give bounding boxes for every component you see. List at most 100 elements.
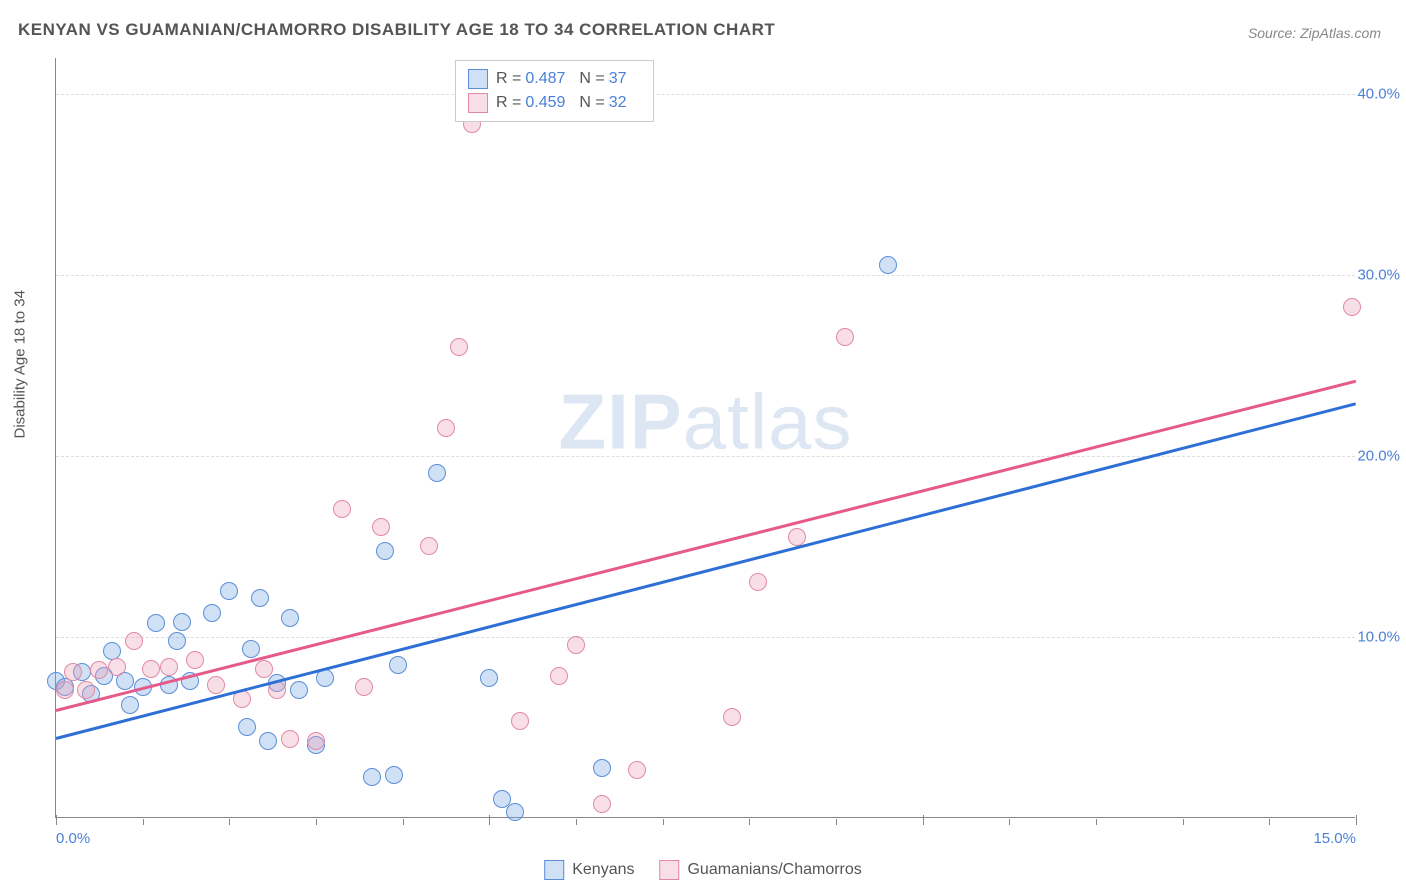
gridline [56,637,1355,638]
data-point [238,718,256,736]
gridline [56,275,1355,276]
x-tick-minor [576,819,577,825]
data-point [125,632,143,650]
data-point [203,604,221,622]
legend-stats-text: R =0.459N =32 [496,91,641,115]
data-point [550,667,568,685]
x-tick-minor [403,819,404,825]
chart-container: KENYAN VS GUAMANIAN/CHAMORRO DISABILITY … [0,0,1406,892]
x-tick-minor [663,819,664,825]
x-tick-minor [1269,819,1270,825]
data-point [511,712,529,730]
data-point [420,537,438,555]
data-point [121,696,139,714]
data-point [437,419,455,437]
plot-area: ZIPatlas 10.0%20.0%30.0%40.0%0.0%15.0% [55,58,1355,818]
data-point [1343,298,1361,316]
data-point [307,732,325,750]
legend-stats-row: R =0.459N =32 [468,91,641,115]
data-point [108,658,126,676]
y-tick-label: 30.0% [1357,267,1400,284]
data-point [363,768,381,786]
data-point [450,338,468,356]
data-point [788,528,806,546]
x-tick-minor [1183,819,1184,825]
legend-item: Guamanians/Chamorros [659,860,861,880]
x-tick-major [56,815,57,825]
x-tick-major [1356,815,1357,825]
legend-label: Kenyans [572,861,634,879]
watermark-bold: ZIP [558,378,682,466]
data-point [389,656,407,674]
legend-item: Kenyans [544,860,634,880]
source-label: Source: ZipAtlas.com [1248,25,1381,41]
data-point [142,660,160,678]
data-point [255,660,273,678]
data-point [593,795,611,813]
data-point [160,658,178,676]
data-point [506,803,524,821]
legend-swatch [468,69,488,89]
data-point [64,663,82,681]
data-point [628,761,646,779]
trend-line [56,380,1357,712]
y-tick-label: 20.0% [1357,448,1400,465]
data-point [428,464,446,482]
x-tick-major [489,815,490,825]
data-point [749,573,767,591]
x-tick-minor [836,819,837,825]
data-point [207,676,225,694]
data-point [593,759,611,777]
x-tick-minor [316,819,317,825]
legend-bottom: Kenyans Guamanians/Chamorros [544,860,862,880]
y-tick-label: 40.0% [1357,86,1400,103]
y-axis-label: Disability Age 18 to 34 [12,290,29,438]
data-point [186,651,204,669]
data-point [385,766,403,784]
data-point [259,732,277,750]
legend-swatch [468,93,488,113]
y-tick-label: 10.0% [1357,629,1400,646]
gridline [56,456,1355,457]
x-tick-major [923,815,924,825]
data-point [376,542,394,560]
watermark-thin: atlas [683,378,853,466]
x-tick-label: 15.0% [1313,830,1356,847]
trend-line [56,402,1357,740]
legend-stats-text: R =0.487N =37 [496,67,641,91]
data-point [372,518,390,536]
legend-swatch [544,860,564,880]
legend-label: Guamanians/Chamorros [687,861,861,879]
data-point [333,500,351,518]
x-tick-minor [1096,819,1097,825]
data-point [836,328,854,346]
x-tick-minor [1009,819,1010,825]
watermark: ZIPatlas [558,377,852,468]
data-point [56,681,74,699]
data-point [281,730,299,748]
data-point [290,681,308,699]
data-point [77,681,95,699]
data-point [147,614,165,632]
data-point [355,678,373,696]
gridline [56,94,1355,95]
x-tick-minor [749,819,750,825]
data-point [220,582,238,600]
data-point [103,642,121,660]
legend-stats-row: R =0.487N =37 [468,67,641,91]
data-point [879,256,897,274]
data-point [242,640,260,658]
data-point [281,609,299,627]
x-tick-minor [143,819,144,825]
data-point [480,669,498,687]
legend-swatch [659,860,679,880]
x-tick-minor [229,819,230,825]
data-point [173,613,191,631]
x-tick-label: 0.0% [56,830,90,847]
chart-title: KENYAN VS GUAMANIAN/CHAMORRO DISABILITY … [18,20,775,40]
data-point [567,636,585,654]
legend-stats: R =0.487N =37R =0.459N =32 [455,60,654,122]
data-point [90,661,108,679]
data-point [251,589,269,607]
data-point [723,708,741,726]
